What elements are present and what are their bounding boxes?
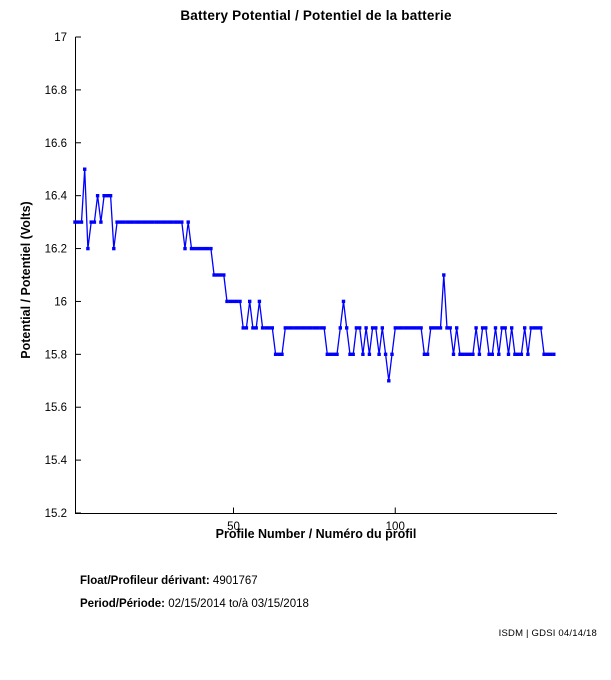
data-markers (73, 167, 556, 383)
x-tick-label: 100 (386, 521, 405, 533)
period-row: Period/Période: 02/15/2014 to/à 03/15/20… (80, 598, 309, 610)
credit-text: ISDM | GDSI 04/14/18 (498, 628, 597, 639)
y-tick-label: 16.2 (45, 244, 67, 256)
y-tick-label: 16.8 (45, 85, 67, 97)
x-tick-label: 50 (227, 521, 240, 533)
y-tick-label: 15.6 (45, 402, 67, 414)
y-tick-label: 15.2 (45, 508, 67, 520)
float-id-value: 4901767 (212, 575, 258, 587)
y-tick-label: 16.6 (45, 138, 67, 150)
y-tick-label: 16 (54, 296, 67, 308)
x-axis-label: Profile Number / Numéro du profil (215, 527, 417, 541)
chart-footer: Float/Profileur dérivant: 4901767 Period… (80, 575, 309, 621)
period-value: 02/15/2014 to/à 03/15/2018 (168, 598, 309, 610)
y-tick-label: 15.4 (45, 455, 68, 467)
y-tick-label: 15.8 (45, 349, 67, 361)
y-tick-label: 16.4 (45, 191, 68, 203)
data-line (75, 168, 554, 382)
float-id-label: Float/Profileur dérivant: (80, 575, 210, 587)
y-tick-label: 17 (54, 32, 67, 44)
chart-title: Battery Potential / Potentiel de la batt… (180, 8, 452, 23)
y-axis-label: Potential / Potentiel (Volts) (19, 201, 33, 359)
axes (75, 36, 557, 514)
float-id-row: Float/Profileur dérivant: 4901767 (80, 575, 309, 587)
period-label: Period/Période: (80, 598, 165, 610)
